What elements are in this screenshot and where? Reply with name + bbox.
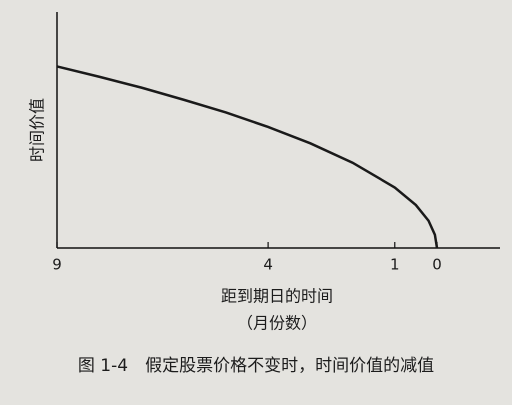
- x-tick-label: 9: [52, 256, 62, 274]
- x-tick-label: 1: [390, 256, 400, 274]
- x-axis-label: 距到期日的时间: [221, 287, 333, 306]
- x-tick-label: 0: [432, 256, 442, 274]
- caption: 图 1-4 假定股票价格不变时，时间价值的减值: [78, 356, 434, 376]
- curve: [56, 65, 439, 249]
- y-axis-label: 时间价值: [28, 98, 47, 162]
- x-axis-unit: （月份数）: [237, 314, 317, 333]
- x-tick-label: 4: [263, 256, 273, 274]
